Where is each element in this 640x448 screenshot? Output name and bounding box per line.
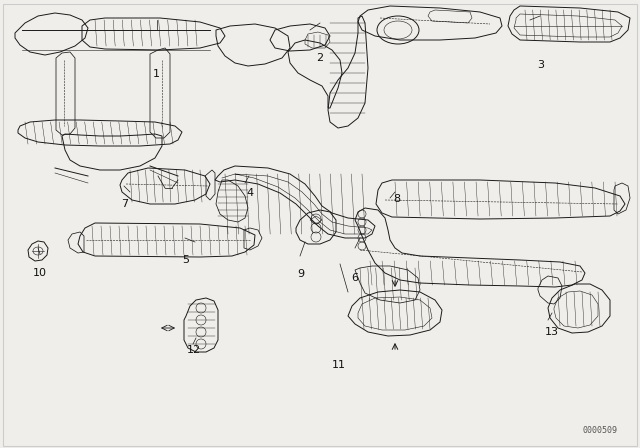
Text: 8: 8 <box>393 194 401 204</box>
Text: 6: 6 <box>352 273 358 283</box>
Text: 13: 13 <box>545 327 559 336</box>
Text: 1: 1 <box>154 69 160 79</box>
Text: 11: 11 <box>332 360 346 370</box>
Text: 2: 2 <box>316 53 324 63</box>
Text: 4: 4 <box>246 188 253 198</box>
Text: 9: 9 <box>297 269 305 279</box>
Text: 0000509: 0000509 <box>582 426 618 435</box>
Text: 10: 10 <box>33 268 47 278</box>
Text: 5: 5 <box>182 255 189 265</box>
Text: 3: 3 <box>538 60 544 70</box>
Text: 7: 7 <box>121 199 129 209</box>
Text: 12: 12 <box>187 345 201 355</box>
